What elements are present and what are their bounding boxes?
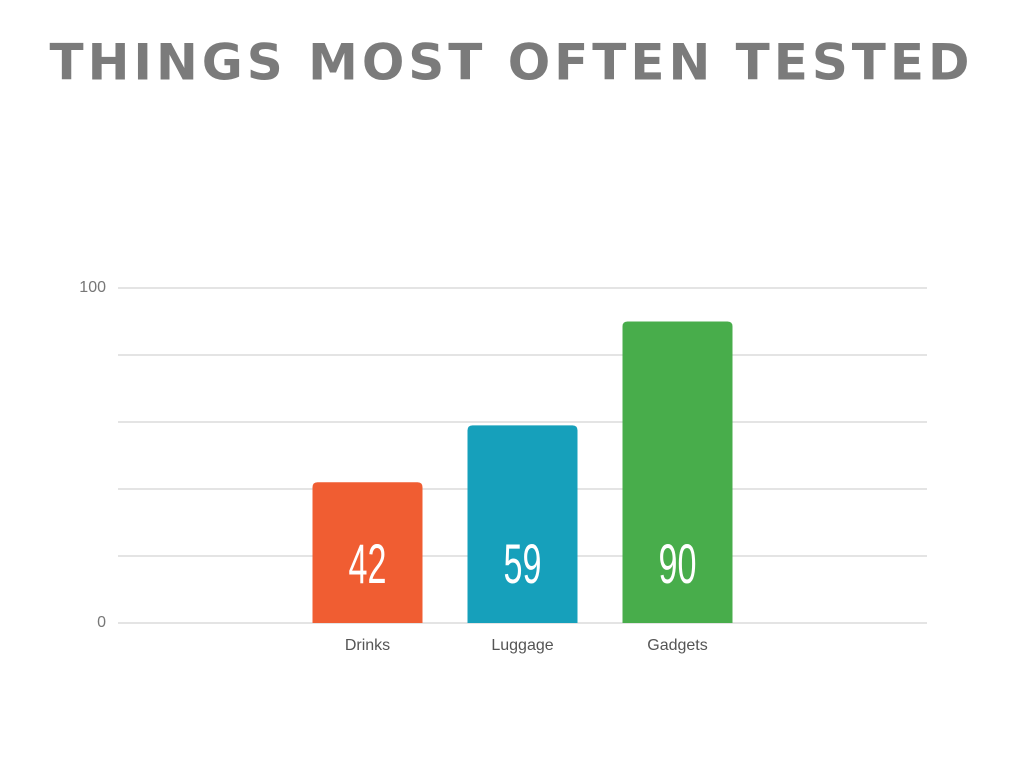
bar — [312, 482, 423, 623]
y-tick-label: 100 — [79, 279, 106, 296]
y-tick-label: 0 — [97, 614, 106, 631]
bar — [622, 321, 733, 623]
chart-title: THINGS MOST OFTEN TESTED — [50, 34, 975, 92]
value-label: 90 — [659, 532, 697, 595]
value-label: 59 — [504, 532, 542, 595]
x-tick-label: Luggage — [491, 637, 553, 654]
x-tick-label: Drinks — [345, 637, 390, 654]
bar — [467, 425, 578, 623]
x-tick-label: Gadgets — [647, 637, 707, 654]
value-label: 42 — [349, 532, 387, 595]
